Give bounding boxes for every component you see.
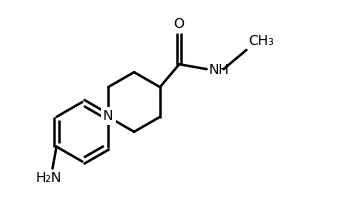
Text: NH: NH [209, 63, 230, 77]
Text: CH₃: CH₃ [248, 34, 274, 48]
Text: H₂N: H₂N [35, 171, 62, 185]
Text: N: N [103, 109, 114, 123]
Text: O: O [174, 17, 185, 31]
